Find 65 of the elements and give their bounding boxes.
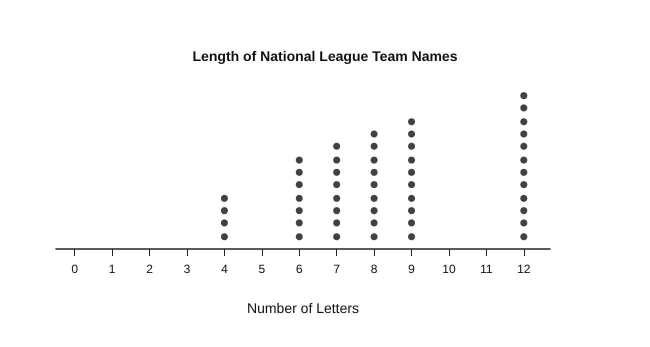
x-tick-label: 7 [333, 262, 340, 276]
point [520, 118, 528, 126]
point [370, 142, 378, 150]
point [370, 194, 378, 202]
point [520, 168, 528, 176]
point [370, 168, 378, 176]
x-tick-label: 0 [71, 262, 78, 276]
point [333, 233, 340, 240]
x-tick-label: 2 [146, 262, 154, 276]
point [296, 207, 303, 214]
point [520, 142, 528, 150]
x-tick-label: 4 [221, 262, 228, 276]
point [408, 168, 416, 176]
point [408, 194, 416, 202]
point [333, 156, 340, 164]
point [370, 181, 378, 188]
x-tick-label: 3 [184, 262, 191, 276]
point [408, 142, 416, 150]
point [296, 181, 303, 188]
point [333, 207, 340, 214]
point [520, 207, 528, 214]
x-tick-label: 8 [370, 262, 378, 276]
point [520, 104, 528, 112]
point [370, 130, 378, 138]
point [296, 233, 303, 240]
point [370, 219, 378, 226]
point [220, 219, 228, 226]
x-tick-label: 9 [408, 262, 416, 276]
x-tick-label: 10 [442, 262, 456, 276]
point [520, 219, 528, 226]
x-axis-title: Number of Letters [246, 300, 360, 316]
point [220, 194, 228, 202]
point [408, 219, 416, 226]
point [408, 233, 416, 240]
point [520, 156, 528, 164]
x-tick-label: 5 [258, 262, 266, 276]
point [220, 207, 228, 214]
point [333, 194, 340, 202]
point [333, 219, 340, 226]
point [370, 233, 378, 240]
point [333, 168, 340, 176]
point [408, 130, 416, 138]
point [408, 118, 416, 126]
point [520, 130, 528, 138]
x-tick-label: 12 [517, 262, 531, 276]
x-tick-label: 6 [296, 262, 303, 276]
point [296, 168, 303, 176]
x-tick-label: 1 [108, 262, 116, 276]
x-tick-label: 11 [480, 262, 493, 276]
point [408, 207, 416, 214]
point [520, 233, 528, 240]
point [333, 181, 340, 188]
point [296, 219, 303, 226]
point [296, 194, 303, 202]
point [370, 156, 378, 164]
point [520, 181, 528, 188]
chart-title: Length of National League Team Names [192, 48, 458, 64]
point [408, 181, 416, 188]
point [520, 92, 528, 100]
point [370, 207, 378, 214]
point [220, 233, 228, 240]
point [408, 156, 416, 164]
point [520, 194, 528, 202]
point [296, 156, 303, 164]
point [333, 142, 340, 150]
